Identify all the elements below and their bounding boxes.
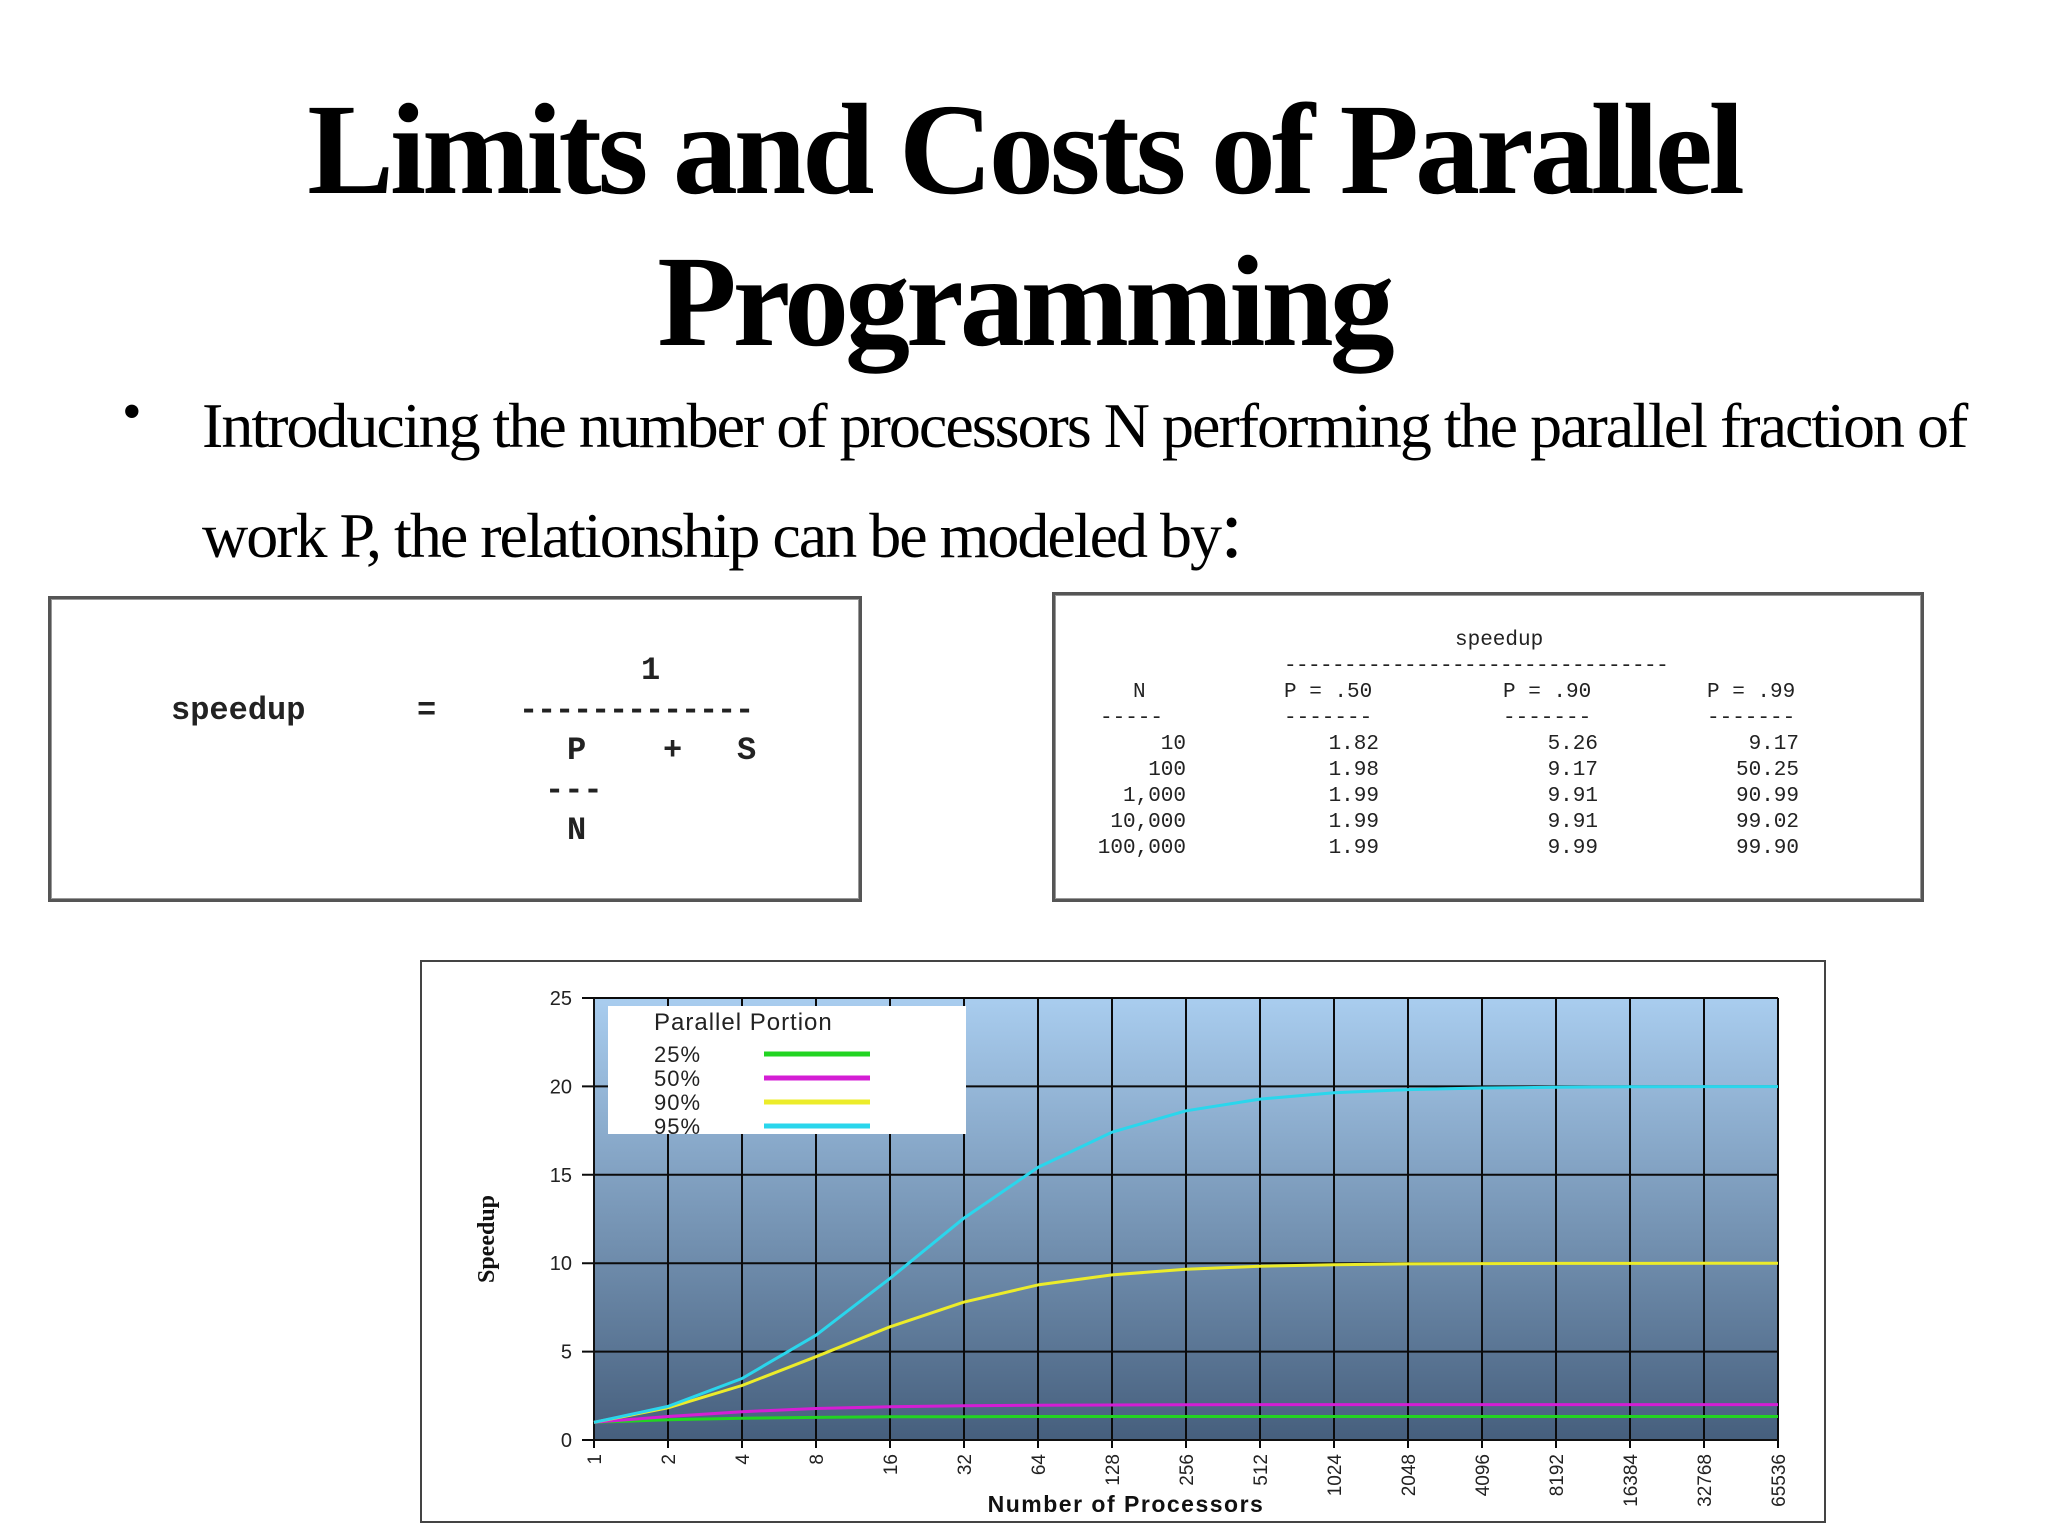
series-line-25pct — [593, 1415, 1778, 1424]
x-tick-label: 64 — [1029, 1454, 1050, 1476]
speedup-table-box: speedup --------------------------------… — [1052, 592, 1924, 902]
formula-denominator: N — [567, 812, 587, 849]
x-tick-label: 4 — [733, 1454, 754, 1465]
x-tick-label: 8 — [807, 1454, 828, 1465]
table-cell: 90.99 — [1735, 785, 1799, 808]
x-tick-label: 2 — [659, 1454, 680, 1465]
x-tick-label: 1 — [585, 1454, 606, 1465]
x-tick-label: 256 — [1177, 1454, 1198, 1486]
table-cell: 9.99 — [1547, 837, 1598, 860]
table-header: speedup — [1455, 629, 1544, 652]
table-cell: 9.17 — [1748, 733, 1799, 756]
x-tick-label: 512 — [1251, 1454, 1272, 1486]
formula-box: speedup = 1 ------------- P + S --- N — [48, 596, 862, 902]
table-column-rule: ------- — [1284, 707, 1373, 730]
y-tick-label: 25 — [550, 988, 572, 1010]
x-tick-label: 65536 — [1769, 1454, 1790, 1507]
x-tick-label: 32 — [955, 1454, 976, 1475]
table-column-header: P = .90 — [1503, 681, 1592, 704]
formula-numerator: 1 — [641, 652, 661, 689]
bullet-text: Introducing the number of processors N p… — [202, 390, 1968, 571]
legend-entry-label: 50% — [654, 1066, 701, 1091]
series-line-50pct — [593, 1403, 1778, 1424]
table-cell: 5.26 — [1547, 733, 1598, 756]
bullet-symbol: • — [122, 381, 142, 443]
x-tick-label: 128 — [1103, 1454, 1124, 1486]
table-cell: 100 — [1148, 759, 1186, 782]
formula-small-bar: --- — [545, 772, 603, 809]
legend-entry-label: 25% — [654, 1042, 701, 1067]
table-cell: 100,000 — [1097, 837, 1186, 860]
y-tick-label: 10 — [550, 1253, 572, 1275]
table-column-rule: ----- — [1100, 707, 1164, 730]
formula-equals: = — [417, 692, 437, 729]
table-column-rule: ------- — [1503, 707, 1592, 730]
table-cell: 9.91 — [1547, 811, 1598, 834]
table-cell: 1.82 — [1328, 733, 1379, 756]
legend-background — [608, 1006, 966, 1134]
x-tick-label: 1024 — [1325, 1454, 1346, 1497]
table-column-rule: ------- — [1707, 707, 1796, 730]
table-cell: 10 — [1160, 733, 1186, 756]
table-column-header: P = .99 — [1707, 681, 1796, 704]
bullet-paragraph: Introducing the number of processors N p… — [202, 374, 1982, 588]
x-tick-label: 16384 — [1621, 1454, 1642, 1507]
series-line-95pct — [593, 1085, 1778, 1424]
table-cell: 10,000 — [1110, 811, 1186, 834]
table-cell: 1.99 — [1328, 837, 1379, 860]
y-tick-label: 20 — [550, 1076, 572, 1098]
legend-title: Parallel Portion — [654, 1009, 833, 1036]
y-tick-label: 0 — [561, 1430, 572, 1452]
y-tick-label: 5 — [561, 1342, 572, 1364]
formula-s-term: S — [737, 732, 757, 769]
table-cell: 99.02 — [1735, 811, 1799, 834]
speedup-chart-svg: 0 5 10 15 20 25 1 2 4 8 16 32 64 128 256 512 1024 2048 409… — [474, 988, 1790, 1517]
slide-title-line-1: Limits and Costs of Parallel — [307, 78, 1745, 222]
x-axis-label: Number of Processors — [988, 1491, 1265, 1517]
table-cell: 50.25 — [1735, 759, 1799, 782]
x-tick-label: 32768 — [1695, 1454, 1716, 1507]
table-column-header: N — [1133, 681, 1146, 704]
x-tick-label: 16 — [881, 1454, 902, 1475]
slide-title-line-2: Programming — [657, 230, 1394, 374]
series-line-90pct — [593, 1261, 1778, 1424]
speedup-chart: 0 5 10 15 20 25 1 2 4 8 16 32 64 128 256 512 1024 2048 409… — [420, 960, 1826, 1523]
table-cell: 1.99 — [1328, 811, 1379, 834]
x-tick-label: 2048 — [1399, 1454, 1420, 1496]
formula-fraction-bar: ------------- — [519, 692, 754, 729]
table-cell: 9.91 — [1547, 785, 1598, 808]
table-cell: 9.17 — [1547, 759, 1598, 782]
table-cell: 1.98 — [1328, 759, 1379, 782]
formula-lhs: speedup — [171, 692, 306, 729]
chart-legend: Parallel Portion 25%50%90%95% — [608, 1006, 966, 1139]
legend-entry-label: 95% — [654, 1114, 701, 1139]
table-cell: 1,000 — [1122, 785, 1186, 808]
legend-entry-label: 90% — [654, 1090, 701, 1115]
x-tick-label: 8192 — [1547, 1454, 1568, 1496]
table-header-rule: -------------------------------- — [1284, 655, 1669, 678]
table-cell: 99.90 — [1735, 837, 1799, 860]
formula-plus: + — [663, 732, 683, 769]
y-axis-label: Speedup — [474, 1195, 500, 1283]
y-tick-label: 15 — [550, 1165, 572, 1187]
bullet-colon: : — [1219, 483, 1243, 576]
table-column-header: P = .50 — [1284, 681, 1373, 704]
formula-p-term: P — [567, 732, 587, 769]
x-tick-label: 4096 — [1473, 1454, 1494, 1496]
table-cell: 1.99 — [1328, 785, 1379, 808]
